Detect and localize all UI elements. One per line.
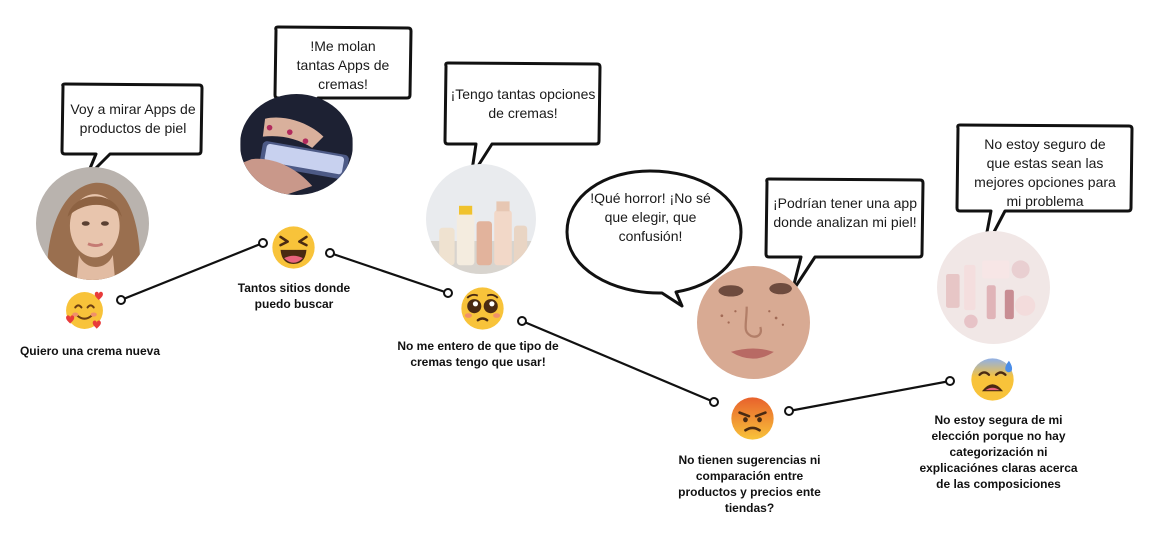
weary-sweat-face-icon — [969, 356, 1016, 403]
stage-caption-3: No me entero de que tipo de cremas tengo… — [397, 339, 559, 369]
speech-bubble-text-1: Voy a mirar Apps de productos de piel — [70, 101, 196, 136]
speech-bubble-text-3: ¡Tengo tantas opciones de cremas! — [450, 86, 596, 121]
cream-bottles-image — [426, 164, 536, 274]
connector-nodes — [116, 238, 955, 416]
hands-holding-phone-image — [240, 94, 353, 195]
photo-pink-flatlay — [937, 231, 1050, 344]
photo-freckled-face — [697, 266, 810, 379]
photo-cream-bottles — [426, 164, 536, 274]
speech-bubble-text-5: ¡Podrían tener una app donde analizan mi… — [773, 195, 917, 230]
young-woman-portrait-image — [36, 167, 149, 280]
node-dot — [116, 295, 126, 305]
node-dot — [258, 238, 268, 248]
photo-hands-phone — [240, 94, 353, 195]
stage-caption-1: Quiero una crema nueva — [19, 344, 161, 358]
speech-bubble-text-4: !Qué horror! ¡No sé que elegir, que conf… — [590, 190, 711, 244]
connector-line-4 — [788, 379, 951, 413]
node-dot — [709, 397, 719, 407]
angry-face-icon — [729, 395, 776, 442]
pink-skincare-flatlay-image — [937, 231, 1050, 344]
stage-caption-2: Tantos sitios donde puedo buscar — [237, 281, 351, 311]
speech-bubble-text-6: No estoy seguro de que estas sean las me… — [974, 136, 1116, 209]
connector-lines — [120, 241, 951, 413]
stage-caption-4: No tienen sugerencias ni comparación ent… — [678, 453, 821, 515]
node-dot — [784, 406, 794, 416]
smiling-face-with-hearts-icon — [64, 290, 105, 331]
freckled-face-closeup-image — [697, 266, 810, 379]
photo-young-woman — [36, 167, 149, 280]
node-dot — [325, 248, 335, 258]
pleading-face-icon — [459, 285, 506, 332]
speech-bubble-text-2: !Me molan tantas Apps de cremas! — [296, 38, 390, 92]
node-dot — [443, 288, 453, 298]
node-dot — [945, 376, 955, 386]
laughing-squinting-face-icon — [270, 224, 317, 271]
stage-caption-5: No estoy segura de mi elección porque no… — [919, 413, 1078, 491]
node-dot — [517, 316, 527, 326]
